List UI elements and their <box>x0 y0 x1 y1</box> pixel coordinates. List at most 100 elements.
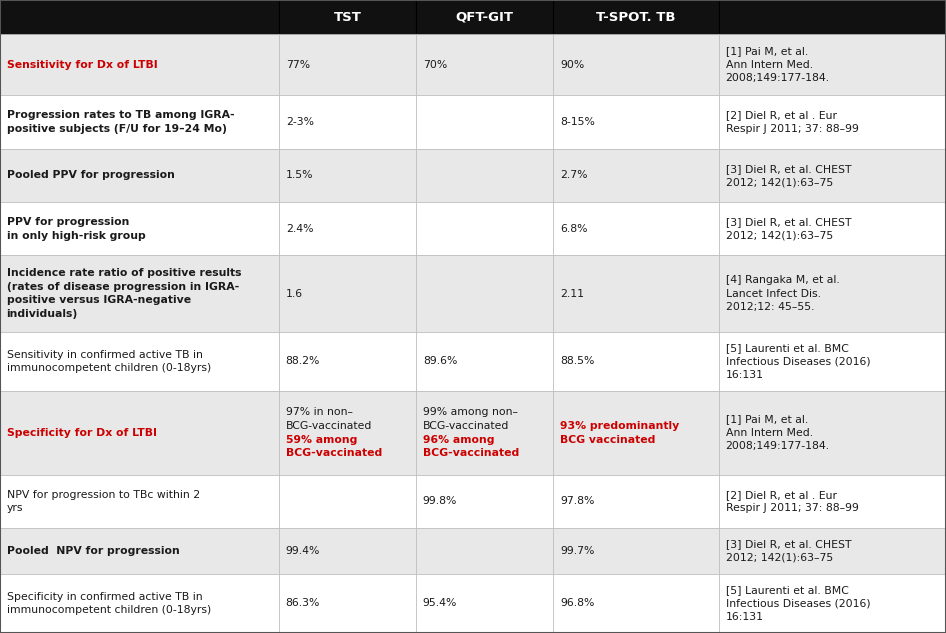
Bar <box>0 475 279 528</box>
Text: 90%: 90% <box>560 60 585 70</box>
Text: PPV for progression: PPV for progression <box>7 217 129 227</box>
Text: BCG-vaccinated: BCG-vaccinated <box>286 448 382 458</box>
Text: 97.8%: 97.8% <box>560 496 594 506</box>
Text: [5] Laurenti et al. BMC: [5] Laurenti et al. BMC <box>726 342 849 353</box>
Text: Progression rates to TB among IGRA-: Progression rates to TB among IGRA- <box>7 110 235 120</box>
Text: Pooled  NPV for progression: Pooled NPV for progression <box>7 546 180 556</box>
Text: Respir J 2011; 37: 88–99: Respir J 2011; 37: 88–99 <box>726 503 858 513</box>
Text: 88.2%: 88.2% <box>286 356 320 367</box>
Text: 95.4%: 95.4% <box>423 598 457 608</box>
Text: TST: TST <box>334 11 361 23</box>
Text: positive subjects (F/U for 19–24 Mo): positive subjects (F/U for 19–24 Mo) <box>7 124 226 134</box>
Bar <box>719 574 946 633</box>
Text: [2] Diel R, et al . Eur: [2] Diel R, et al . Eur <box>726 110 836 120</box>
Bar <box>553 574 719 633</box>
Text: yrs: yrs <box>7 503 23 513</box>
Bar <box>279 391 416 475</box>
Text: 2012; 142(1):63–75: 2012; 142(1):63–75 <box>726 177 832 187</box>
Text: 2.7%: 2.7% <box>560 170 587 180</box>
Text: Pooled PPV for progression: Pooled PPV for progression <box>7 170 174 180</box>
Text: 99.8%: 99.8% <box>423 496 457 506</box>
Text: BCG-vaccinated: BCG-vaccinated <box>286 421 372 431</box>
Text: [1] Pai M, et al.: [1] Pai M, et al. <box>726 46 808 56</box>
Bar <box>279 0 416 34</box>
Text: [3] Diel R, et al. CHEST: [3] Diel R, et al. CHEST <box>726 539 851 549</box>
Text: 2012; 142(1):63–75: 2012; 142(1):63–75 <box>726 230 832 241</box>
Bar <box>719 96 946 149</box>
Text: Respir J 2011; 37: 88–99: Respir J 2011; 37: 88–99 <box>726 124 858 134</box>
Bar <box>416 96 553 149</box>
Text: 59% among: 59% among <box>286 435 357 444</box>
Bar <box>279 96 416 149</box>
Bar <box>553 96 719 149</box>
Text: Incidence rate ratio of positive results: Incidence rate ratio of positive results <box>7 268 241 279</box>
Text: 99.4%: 99.4% <box>286 546 320 556</box>
Bar <box>279 34 416 96</box>
Text: 77%: 77% <box>286 60 310 70</box>
Bar <box>0 96 279 149</box>
Text: BCG-vaccinated: BCG-vaccinated <box>423 421 509 431</box>
Bar <box>279 574 416 633</box>
Text: [3] Diel R, et al. CHEST: [3] Diel R, et al. CHEST <box>726 217 851 227</box>
Text: 88.5%: 88.5% <box>560 356 594 367</box>
Bar <box>279 332 416 391</box>
Text: 89.6%: 89.6% <box>423 356 457 367</box>
Bar <box>0 391 279 475</box>
Text: Infectious Diseases (2016): Infectious Diseases (2016) <box>726 356 870 367</box>
Text: 1.6: 1.6 <box>286 289 303 299</box>
Text: positive versus IGRA-negative: positive versus IGRA-negative <box>7 296 191 305</box>
Text: BCG-vaccinated: BCG-vaccinated <box>423 448 519 458</box>
Bar <box>553 256 719 332</box>
Text: 97% in non–: 97% in non– <box>286 408 353 418</box>
Text: Specificity in confirmed active TB in: Specificity in confirmed active TB in <box>7 592 202 602</box>
Bar <box>0 528 279 574</box>
Bar <box>719 475 946 528</box>
Bar <box>279 149 416 202</box>
Text: (rates of disease progression in IGRA-: (rates of disease progression in IGRA- <box>7 282 239 292</box>
Bar <box>553 149 719 202</box>
Text: 96.8%: 96.8% <box>560 598 594 608</box>
Bar <box>719 0 946 34</box>
Text: 8-15%: 8-15% <box>560 117 595 127</box>
Text: 2008;149:177-184.: 2008;149:177-184. <box>726 73 830 84</box>
Bar <box>0 256 279 332</box>
Text: 2008;149:177-184.: 2008;149:177-184. <box>726 441 830 451</box>
Bar <box>719 528 946 574</box>
Bar <box>553 528 719 574</box>
Bar <box>416 256 553 332</box>
Text: 70%: 70% <box>423 60 447 70</box>
Text: 99.7%: 99.7% <box>560 546 594 556</box>
Bar <box>416 34 553 96</box>
Bar <box>0 34 279 96</box>
Text: 2012;12: 45–55.: 2012;12: 45–55. <box>726 302 815 312</box>
Text: 93% predominantly: 93% predominantly <box>560 421 679 431</box>
Text: 2.4%: 2.4% <box>286 224 313 234</box>
Text: NPV for progression to TBc within 2: NPV for progression to TBc within 2 <box>7 490 200 499</box>
Text: immunocompetent children (0-18yrs): immunocompetent children (0-18yrs) <box>7 605 211 615</box>
Text: immunocompetent children (0-18yrs): immunocompetent children (0-18yrs) <box>7 363 211 373</box>
Bar <box>0 202 279 256</box>
Bar <box>553 475 719 528</box>
Bar <box>416 332 553 391</box>
Text: Sensitivity in confirmed active TB in: Sensitivity in confirmed active TB in <box>7 349 202 360</box>
Text: Infectious Diseases (2016): Infectious Diseases (2016) <box>726 598 870 608</box>
Bar <box>416 391 553 475</box>
Text: Specificity for Dx of LTBI: Specificity for Dx of LTBI <box>7 428 157 438</box>
Text: [1] Pai M, et al.: [1] Pai M, et al. <box>726 414 808 424</box>
Bar <box>0 0 279 34</box>
Bar <box>553 332 719 391</box>
Text: in only high-risk group: in only high-risk group <box>7 230 146 241</box>
Text: Ann Intern Med.: Ann Intern Med. <box>726 60 813 70</box>
Text: QFT-GIT: QFT-GIT <box>456 11 514 23</box>
Bar <box>719 256 946 332</box>
Text: [4] Rangaka M, et al.: [4] Rangaka M, et al. <box>726 275 839 285</box>
Bar <box>0 332 279 391</box>
Bar <box>279 202 416 256</box>
Bar <box>719 34 946 96</box>
Text: 2-3%: 2-3% <box>286 117 314 127</box>
Bar <box>416 149 553 202</box>
Text: T-SPOT. TB: T-SPOT. TB <box>596 11 676 23</box>
Bar <box>719 202 946 256</box>
Bar <box>416 475 553 528</box>
Text: 2012; 142(1):63–75: 2012; 142(1):63–75 <box>726 553 832 563</box>
